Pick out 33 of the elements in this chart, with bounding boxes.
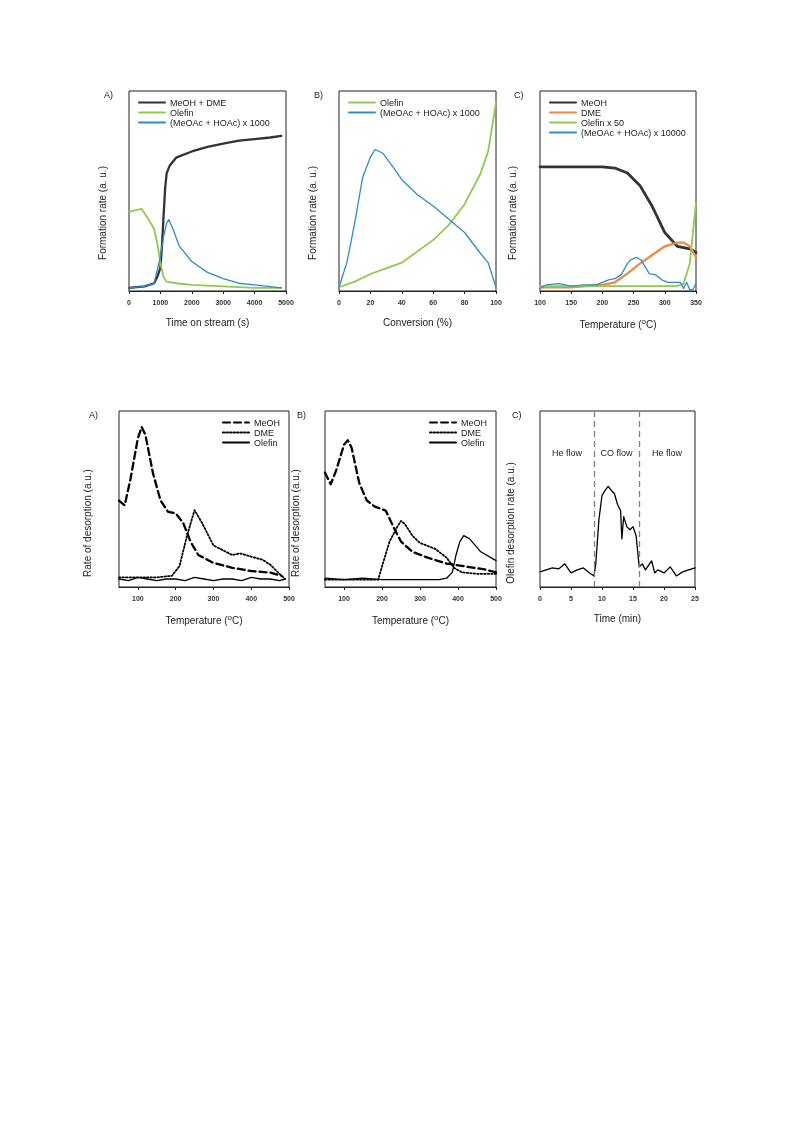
- y-axis-title: Rate of desorption (a.u.): [289, 469, 301, 577]
- legend-label: DME: [254, 427, 274, 438]
- y-axis-title: Formation rate (a. u.): [306, 166, 318, 260]
- chart-title: C): [512, 409, 522, 420]
- y-axis-title: Olefin desorption rate (a.u.): [504, 462, 516, 584]
- legend-label: (MeOAc + HOAc) x 1000: [380, 107, 480, 118]
- chart-title: A): [104, 89, 113, 100]
- legend-label: DME: [581, 107, 601, 118]
- x-axis-title: Time on stream (s): [165, 316, 250, 328]
- chart-title: B): [314, 89, 323, 100]
- x-axis-title: Conversion (%): [383, 316, 452, 328]
- y-axis-title: Rate of desorption (a.u.): [81, 469, 93, 577]
- legend-label: DME: [461, 427, 481, 438]
- chart-title: C): [514, 89, 524, 100]
- legend-label: Olefin: [254, 437, 278, 448]
- text: He flow: [551, 448, 583, 459]
- y-axis-title: Formation rate (a. u.): [506, 166, 518, 260]
- legend-label: MeOH + DME: [170, 97, 227, 108]
- legend-label: (MeOAc + HOAc) x 1000: [170, 117, 270, 128]
- text: CO flow: [600, 448, 634, 459]
- legend-label: MeOH: [254, 417, 281, 428]
- y-axis-title: Formation rate (a. u.): [96, 166, 108, 260]
- legend-label: Olefin: [380, 97, 404, 108]
- legend-label: MeOH: [461, 417, 488, 428]
- legend-label: MeOH: [581, 97, 608, 108]
- legend-label: Olefin: [170, 107, 194, 118]
- legend-label: Olefin x 50: [581, 117, 625, 128]
- text: He flow: [652, 448, 683, 459]
- legend-label: (MeOAc + HOAc) x 10000: [581, 127, 686, 138]
- chart-title: A): [89, 409, 98, 420]
- chart-title: B): [297, 409, 306, 420]
- x-axis-title: Time (min): [593, 612, 642, 624]
- legend-label: Olefin: [461, 437, 485, 448]
